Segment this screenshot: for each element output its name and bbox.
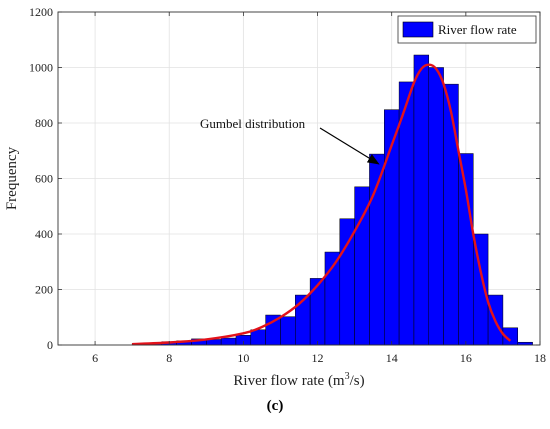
histogram-bar [339, 218, 355, 346]
histogram-bar [458, 153, 474, 346]
x-tick-label: 14 [386, 351, 398, 365]
histogram-bar [220, 337, 237, 346]
histogram-bar [413, 54, 430, 346]
x-tick-label: 12 [312, 351, 324, 365]
y-tick-label: 800 [35, 116, 53, 130]
x-tick-label: 16 [460, 351, 472, 365]
histogram-bar [309, 278, 326, 346]
histogram-bar [428, 67, 444, 346]
histogram-bar [280, 316, 296, 346]
y-tick-label: 0 [47, 338, 53, 352]
fit-curve-line [132, 63, 512, 346]
x-tick-label: 8 [166, 351, 172, 365]
histogram-bar [443, 83, 459, 346]
tick-labels: 6 8 10 12 14 16 18 0 200 400 600 800 1000 1200 [29, 5, 546, 365]
x-axis-title: River flow rate (m3/s) [233, 371, 364, 389]
annotation-label: Gumbel distribution [200, 116, 306, 131]
annotation-arrow [319, 127, 380, 165]
y-tick-label: 1200 [29, 5, 53, 19]
y-axis-title: Frequency [4, 146, 20, 210]
y-tick-label: 400 [35, 227, 53, 241]
histogram-bar [250, 329, 266, 346]
x-axis-title-superscript: 3 [345, 371, 350, 382]
x-axis-title-tail: /s) [350, 373, 365, 389]
y-tick-label: 200 [35, 283, 53, 297]
legend-swatch [402, 21, 434, 38]
y-tick-label: 600 [35, 172, 53, 186]
histogram-bar [295, 294, 311, 346]
legend-label: River flow rate [438, 22, 517, 37]
x-tick-label: 6 [92, 351, 98, 365]
histogram-bar [354, 186, 370, 346]
x-tick-label: 18 [534, 351, 546, 365]
legend: River flow rate [397, 15, 537, 44]
axes [57, 11, 541, 346]
annotation: Gumbel distribution [200, 116, 380, 165]
panel-label: (c) [266, 398, 284, 414]
x-tick-label: 10 [237, 351, 249, 365]
gumbel-fit-curve [132, 63, 512, 346]
x-axis-title-main: River flow rate (m [233, 373, 345, 389]
histogram-bars [131, 54, 533, 346]
y-tick-label: 1000 [29, 61, 53, 75]
